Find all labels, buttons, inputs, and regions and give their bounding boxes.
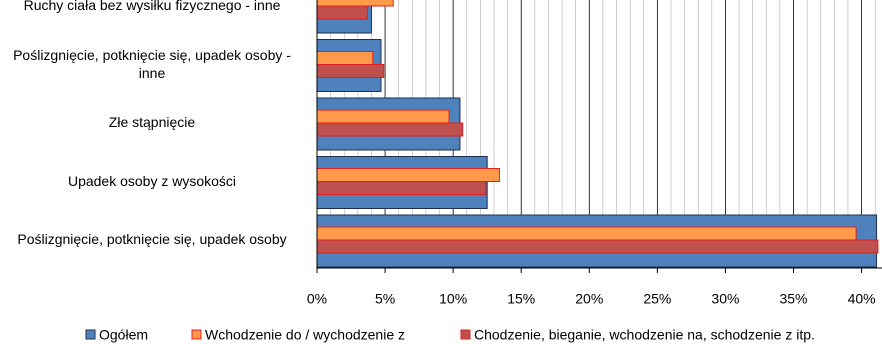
bar [316,168,500,182]
bar [316,64,385,78]
y-tick-label: Upadek osoby z wysokości [67,172,237,189]
bar [316,226,857,241]
x-tick-label: 35% [779,291,807,307]
x-tick-label: 25% [643,291,671,307]
x-tick-label: 15% [507,291,535,307]
bar [316,181,487,195]
x-tick-label: 5% [375,291,395,307]
bar [316,51,374,65]
bar [316,109,450,124]
y-tick-label: Ruchy ciała bez wysiłku fizycznego - inn… [23,0,281,13]
legend-label: Ogółem [99,327,148,343]
legend-swatch [460,329,471,340]
bar [316,0,394,7]
x-tick-label: 40% [848,291,876,307]
legend-label: Chodzenie, bieganie, wchodzenie na, scho… [474,327,815,343]
bar [316,5,368,20]
x-tick-label: 0% [307,291,327,307]
bar [316,239,879,254]
bar [316,122,464,137]
legend-label: Wchodzenie do / wychodzenie z [205,327,405,343]
y-tick-label: Poślizgnięcie, potknięcie się, upadek os… [13,46,291,81]
legend-swatch [191,329,202,340]
y-tick-label: Złe stąpnięcie [108,114,196,130]
y-tick-label: Poślizgnięcie, potknięcie się, upadek os… [17,231,287,247]
x-tick-label: 20% [575,291,603,307]
x-tick-label: 10% [439,291,467,307]
x-tick-label: 30% [711,291,739,307]
legend-swatch [85,329,96,340]
